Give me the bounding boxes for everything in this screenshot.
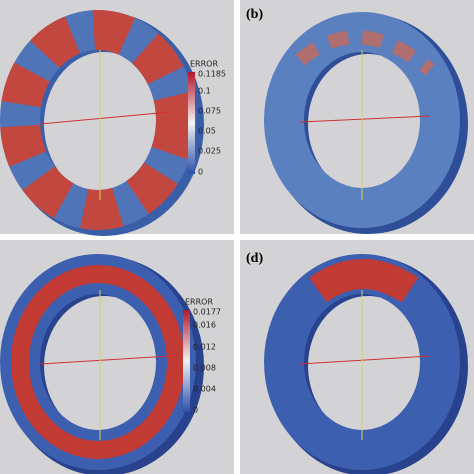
colorbar-title: ERROR	[190, 60, 218, 69]
colorbar-tick: 0.008	[193, 364, 216, 373]
ring	[0, 10, 204, 236]
colorbar-tick: 0	[198, 168, 203, 177]
colorbar-tick: 0.004	[193, 385, 216, 394]
ring	[264, 12, 468, 234]
colorbar-tick: 0.025	[198, 147, 221, 156]
colorbar-tick: 0.1	[198, 87, 211, 96]
colorbar-tick: 0.1185	[198, 70, 226, 79]
colorbar	[183, 310, 190, 412]
colorbar-tick: 0.016	[193, 321, 216, 330]
colorbar-tick: 0.012	[193, 343, 216, 352]
colorbar-tick: 0	[193, 406, 198, 415]
panel-label: (d)	[246, 251, 263, 266]
ring	[264, 254, 468, 474]
colorbar-tick: 0.05	[198, 127, 216, 136]
colorbar-title: ERROR	[185, 298, 213, 307]
colorbar-tick: 0.075	[198, 107, 221, 116]
panel-label: (b)	[246, 7, 263, 22]
colorbar-tick: 0.0177	[193, 308, 221, 317]
colorbar	[188, 72, 195, 174]
